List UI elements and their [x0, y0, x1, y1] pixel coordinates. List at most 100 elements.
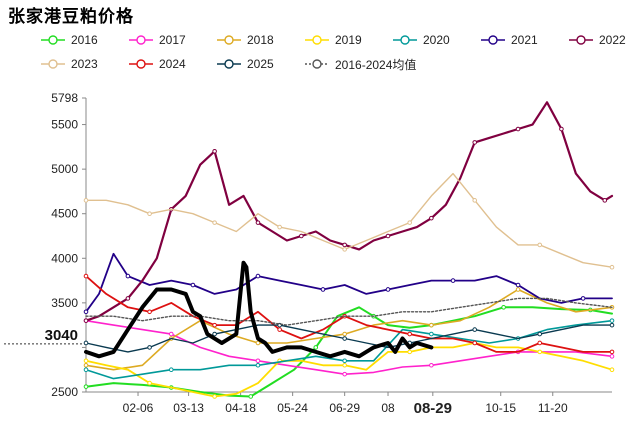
series-point [83, 362, 89, 368]
legend-label: 2016-2024均值 [335, 57, 417, 72]
series-point [472, 340, 478, 346]
series-point [537, 242, 543, 248]
x-tick-label: 10-15 [485, 401, 516, 415]
legend-marker-icon [217, 35, 241, 45]
series-point [515, 287, 521, 292]
series-point [609, 264, 615, 270]
legend-label: 2023 [71, 57, 98, 71]
legend-item: 2016-2024均值 [304, 54, 416, 74]
series-point [537, 340, 543, 346]
series-point [313, 345, 319, 350]
series-point [429, 331, 434, 337]
series-point [472, 327, 478, 332]
legend-label: 2018 [247, 33, 274, 47]
series-line-current [84, 260, 434, 359]
y-tick-label: 5798 [51, 91, 78, 105]
series-point [83, 198, 89, 203]
series-point [212, 331, 217, 337]
series-point [255, 358, 261, 364]
y-tick-label: 3500 [51, 296, 78, 310]
series-line-2016-2024均值 [85, 297, 613, 326]
series-point [147, 345, 152, 350]
series-point [168, 367, 174, 373]
x-tick-label: 03-13 [173, 401, 204, 415]
series-point [248, 394, 254, 399]
series-point [609, 354, 615, 359]
series-point [429, 362, 434, 368]
x-tick-label: 04-18 [225, 401, 256, 415]
legend-item: 2017 [128, 30, 186, 50]
legend-marker-icon [129, 59, 153, 69]
series-point [255, 340, 261, 346]
series-point [385, 233, 391, 239]
series-point [212, 149, 217, 154]
series-point [168, 331, 174, 337]
legend-item: 2021 [480, 30, 538, 50]
series-point [537, 331, 543, 337]
series-point [407, 349, 412, 355]
legend-marker-icon [305, 35, 329, 45]
y-tick-label: 4000 [51, 251, 78, 265]
series-point [147, 380, 152, 386]
series-point [147, 211, 152, 217]
legend-marker-icon [481, 35, 505, 45]
x-tick-label: 11-20 [538, 401, 568, 415]
series-point [83, 340, 89, 346]
legend-label: 2022 [599, 33, 626, 47]
y-tick-label: 2500 [51, 385, 78, 399]
legend-marker-icon [217, 59, 241, 69]
series-point [83, 309, 89, 315]
series-point [342, 247, 347, 252]
series-point [255, 362, 261, 368]
legend-item: 2020 [392, 30, 450, 50]
series-point [299, 233, 304, 239]
series-point [472, 140, 478, 145]
series-point [450, 278, 456, 283]
series-point [537, 349, 543, 355]
legend-label: 2024 [159, 57, 186, 71]
series-point [472, 198, 478, 203]
series-point [385, 287, 391, 292]
series-line-2016 [85, 306, 613, 398]
series-point [559, 126, 564, 132]
legend-marker-icon [41, 35, 65, 45]
x-tick-label: 06-29 [329, 401, 360, 415]
legend-marker-icon [129, 35, 153, 45]
legend-marker-icon [41, 59, 65, 69]
legend-item: 2025 [216, 54, 274, 74]
series-point [83, 367, 89, 373]
y-tick-label: 4500 [51, 207, 78, 221]
series-point [501, 305, 506, 310]
legend-label: 2016 [71, 33, 98, 47]
series-line-2023 [85, 172, 613, 268]
series-point [277, 327, 282, 332]
legend-label: 2025 [247, 57, 274, 71]
series-point [212, 322, 217, 328]
series-line-2018 [85, 288, 613, 371]
legend-marker-icon [305, 59, 329, 69]
series-point [255, 220, 261, 225]
y-tick-label: 5000 [51, 162, 78, 176]
legend-item: 2022 [568, 30, 626, 50]
series-point [83, 318, 89, 323]
legend-item: 2016 [40, 30, 98, 50]
legend-item: 2024 [128, 54, 186, 74]
series-point [277, 224, 282, 230]
legend-item: 2019 [304, 30, 362, 50]
series-point [407, 331, 412, 337]
series-point [342, 331, 347, 337]
series-point [609, 367, 615, 373]
series-point [407, 220, 412, 225]
x-tick-label: 08-29 [414, 400, 452, 417]
series-point [125, 273, 131, 279]
legend-marker-icon [393, 35, 417, 45]
legend-marker-icon [569, 35, 593, 45]
legend-label: 2021 [511, 33, 538, 47]
x-tick-label: 05-24 [277, 401, 308, 415]
series-point [212, 394, 217, 399]
series-point [342, 362, 347, 368]
series-point [429, 215, 434, 221]
legend-label: 2020 [423, 33, 450, 47]
series-point [255, 273, 261, 279]
